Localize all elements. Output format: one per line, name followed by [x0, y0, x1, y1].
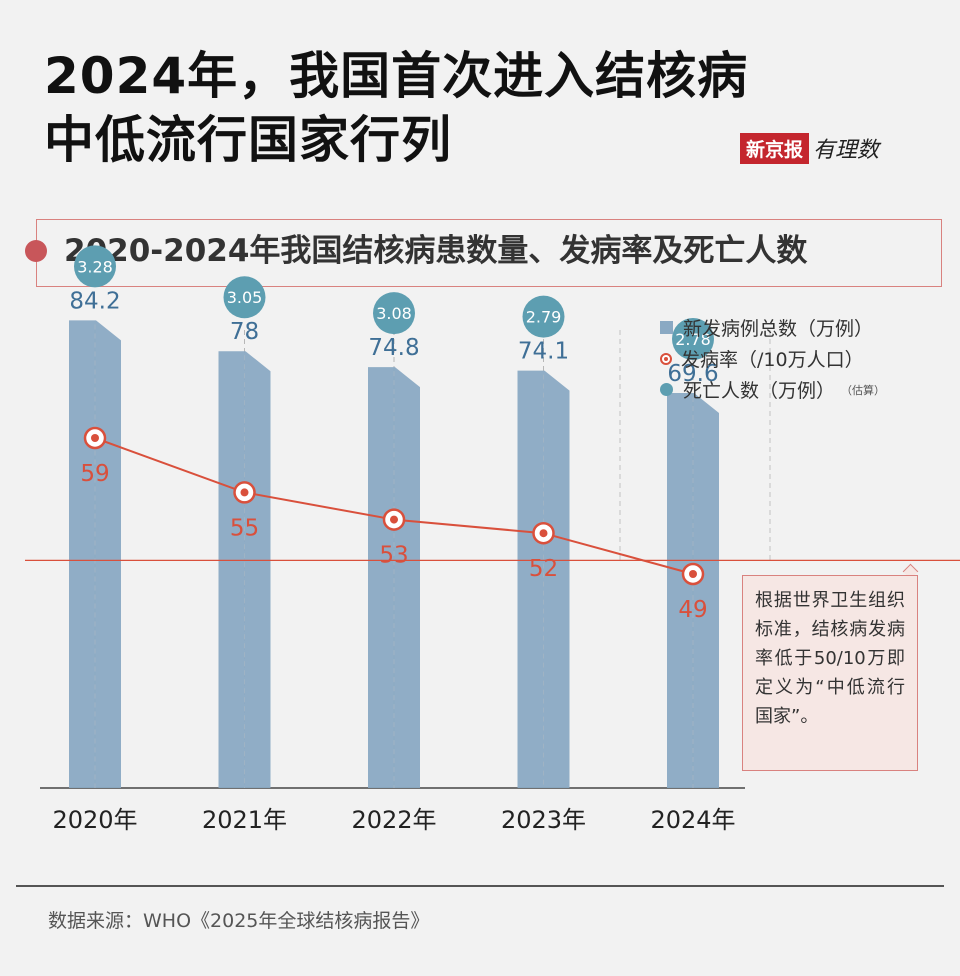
- death-bubble-0: [74, 245, 116, 288]
- incidence-value-label-0: 59: [80, 461, 109, 487]
- line-marker-swatch-icon: [660, 352, 672, 365]
- bar-3: [517, 370, 570, 788]
- chart-title-dot-icon: [25, 240, 47, 262]
- footer-divider: [16, 885, 944, 887]
- legend: 新发病例总数（万例） 发病率（/10万人口） 死亡人数（万例） （估算）: [660, 312, 885, 405]
- brand-logo: 新京报 有理数: [740, 132, 879, 164]
- x-tick-label-1: 2021年: [202, 806, 287, 834]
- bar-value-label-0: 84.2: [69, 288, 120, 314]
- chart-title: 2020-2024年我国结核病患数量、发病率及死亡人数: [64, 233, 808, 269]
- incidence-value-label-4: 49: [678, 597, 707, 623]
- incidence-point-2: [390, 515, 398, 524]
- incidence-point-3: [539, 529, 548, 538]
- legend-label-deaths: 死亡人数（万例）: [683, 380, 836, 402]
- bar-2: [368, 367, 420, 788]
- brand-name: 新京报: [740, 132, 810, 164]
- legend-label-incidence: 发病率（/10万人口）: [681, 349, 864, 371]
- page-title: 2024年，我国首次进入结核病 中低流行国家行列: [44, 44, 748, 172]
- death-value-label-1: 3.05: [227, 288, 263, 307]
- x-tick-label-2: 2022年: [351, 806, 436, 834]
- bubble-swatch-icon: [660, 383, 673, 396]
- incidence-value-label-3: 52: [529, 556, 558, 582]
- death-bubble-3: [522, 295, 565, 338]
- bar-value-label-1: 78: [230, 319, 259, 345]
- incidence-point-4: [689, 570, 697, 578]
- brand-column: 有理数: [813, 138, 880, 163]
- incidence-value-label-1: 55: [230, 515, 259, 541]
- chart-area: 84.2 78 74.8 74.1 69.6 3.28 3.05 3.08 2.79 2.78 59…: [25, 245, 960, 834]
- death-value-label-0: 3.28: [77, 257, 113, 276]
- bar-1: [218, 351, 271, 788]
- bar-value-label-2: 74.8: [368, 335, 419, 361]
- title-line-2: 中低流行国家行列: [44, 111, 452, 169]
- x-tick-label-4: 2024年: [650, 806, 735, 834]
- x-tick-label-0: 2020年: [52, 806, 137, 834]
- data-source: 数据来源：WHO《2025年全球结核病报告》: [48, 910, 430, 932]
- legend-item-new-cases: 新发病例总数（万例）: [660, 312, 885, 343]
- incidence-value-label-2: 53: [379, 543, 408, 569]
- death-value-label-2: 3.08: [376, 304, 412, 323]
- death-value-label-4: 2.78: [675, 330, 711, 349]
- incidence-point-1: [240, 488, 249, 497]
- legend-note-estimated: （估算）: [841, 383, 886, 397]
- bar-value-label-4: 69.6: [667, 361, 718, 387]
- legend-item-deaths: 死亡人数（万例） （估算）: [660, 374, 885, 405]
- bar-value-label-3: 74.1: [518, 339, 569, 365]
- incidence-point-0: [91, 434, 99, 442]
- title-line-1: 2024年，我国首次进入结核病: [44, 47, 749, 105]
- legend-item-incidence: 发病率（/10万人口）: [660, 343, 885, 374]
- death-bubble-1: [223, 276, 266, 319]
- legend-label-new-cases: 新发病例总数（万例）: [683, 318, 874, 340]
- death-bubble-2: [373, 292, 415, 335]
- death-value-label-3: 2.79: [526, 308, 562, 327]
- x-tick-label-3: 2023年: [501, 806, 586, 834]
- bar-swatch-icon: [660, 321, 673, 334]
- threshold-annotation: 根据世界卫生组织标准，结核病发病率低于50/10万即定义为“中低流行国家”。: [742, 575, 918, 771]
- death-bubble-4: [672, 318, 714, 361]
